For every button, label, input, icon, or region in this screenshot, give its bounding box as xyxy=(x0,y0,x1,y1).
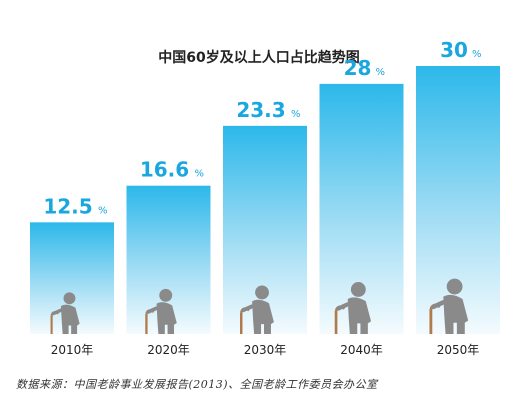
bar xyxy=(223,125,307,334)
unit-label: % xyxy=(376,67,386,78)
chart-title: 中国60岁及以上人口占比趋势图 xyxy=(158,50,360,66)
x-tick-label: 2010年 xyxy=(51,343,94,357)
x-tick-label: 2040年 xyxy=(340,343,383,357)
unit-label: % xyxy=(98,205,108,216)
data-label: 12.5 xyxy=(43,194,92,218)
data-source: 数据来源：中国老龄事业发展报告(2013)、全国老龄工作委员会办公室 xyxy=(16,378,378,391)
data-label: 28 xyxy=(344,56,372,80)
bar xyxy=(416,66,500,334)
unit-label: % xyxy=(291,109,301,120)
data-label: 16.6 xyxy=(140,158,189,182)
elderly-person-with-cane-icon xyxy=(240,285,274,334)
elderly-person-with-cane-icon xyxy=(50,292,80,334)
elderly-person-with-cane-icon xyxy=(334,282,372,334)
x-tick-label: 2050年 xyxy=(437,343,480,357)
unit-label: % xyxy=(195,169,205,180)
elderly-person-with-cane-icon xyxy=(145,288,177,334)
elderly-person-with-cane-icon xyxy=(429,278,469,334)
x-tick-label: 2030年 xyxy=(244,343,287,357)
bar xyxy=(319,83,404,334)
x-tick-label: 2020年 xyxy=(147,343,190,357)
data-label: 23.3 xyxy=(236,98,285,122)
data-label: 30 xyxy=(440,38,468,62)
unit-label: % xyxy=(472,49,482,60)
